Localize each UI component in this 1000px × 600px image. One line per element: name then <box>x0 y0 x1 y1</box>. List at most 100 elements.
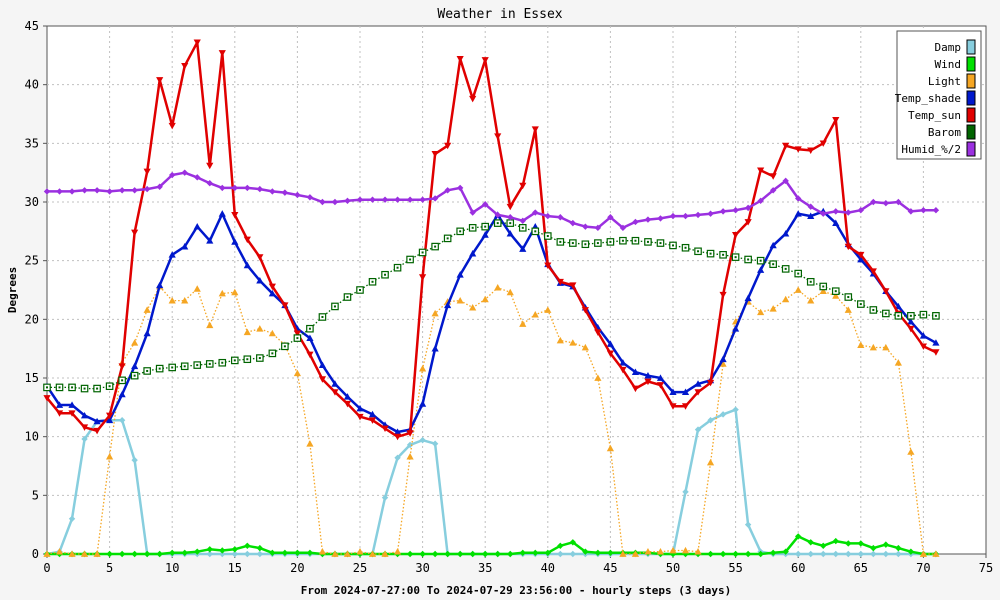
damp-point <box>795 550 802 558</box>
light-point <box>331 550 339 557</box>
temp-sun-point <box>231 212 239 219</box>
temp-shade-point <box>206 237 214 244</box>
light-point <box>869 343 877 351</box>
humid-2-point <box>895 198 902 206</box>
barom-point-dot <box>409 258 412 261</box>
barom-point-dot <box>233 359 236 362</box>
temp-sun-point <box>368 417 377 424</box>
wind-point <box>757 550 764 558</box>
y-tick-label: 10 <box>25 430 39 444</box>
light-point <box>143 306 151 313</box>
temp-shade-point <box>894 302 902 310</box>
barom-point-dot <box>521 226 524 229</box>
y-tick-label: 45 <box>25 19 39 33</box>
y-tick-label: 40 <box>25 78 39 92</box>
temp-sun-point <box>832 116 840 124</box>
temp-sun-point <box>156 77 164 84</box>
humid-2-point <box>657 215 664 222</box>
temp-sun-point <box>293 330 301 338</box>
temp-sun-point <box>469 95 477 103</box>
barom-point-dot <box>747 258 750 261</box>
series-lines <box>43 39 940 558</box>
temp-shade-point <box>757 266 765 273</box>
temp-sun-point <box>68 410 76 417</box>
legend-label-damp: Damp <box>935 41 962 54</box>
temp-sun-point <box>719 291 727 299</box>
humid-2-point <box>131 187 138 194</box>
barom-point-dot <box>596 242 599 245</box>
temp-shade-point <box>481 231 489 238</box>
barom-point-dot <box>158 367 161 370</box>
legend-swatch-light <box>966 73 976 89</box>
barom-point-dot <box>484 225 487 228</box>
damp-point <box>682 488 689 496</box>
light-point <box>932 550 940 557</box>
temp-shade-point <box>606 340 614 347</box>
damp-point <box>231 550 238 558</box>
temp-sun-point <box>556 278 564 286</box>
humid-2-point <box>68 188 76 195</box>
humid-2-point <box>456 184 464 192</box>
damp-point <box>832 550 839 558</box>
damp-point <box>744 521 752 528</box>
temp-sun-point <box>631 385 640 393</box>
barom-point-dot <box>909 314 912 317</box>
wind-point <box>306 549 314 557</box>
series-humid-2 <box>43 169 940 232</box>
light-point <box>894 359 902 366</box>
legend-label-humid-2: Humid_%/2 <box>901 143 961 156</box>
temp-shade-point <box>419 400 427 407</box>
x-tick-label: 65 <box>854 561 868 575</box>
humid-2-point <box>306 194 314 201</box>
wind-point <box>607 549 614 557</box>
humid-2-point <box>331 198 339 206</box>
temp-shade-point <box>694 380 702 387</box>
temp-shade-point <box>932 339 940 346</box>
barom-point-dot <box>333 305 336 308</box>
humid-2-point <box>544 212 551 220</box>
legend-swatch-temp-shade <box>966 90 976 106</box>
temp-shade-point <box>857 255 865 263</box>
barom-point-dot <box>496 222 499 225</box>
barom-point-dot <box>722 253 725 256</box>
series-temp-sun <box>43 39 940 441</box>
x-tick-label: 55 <box>728 561 742 575</box>
wind-point <box>845 540 852 547</box>
light-point <box>393 548 402 555</box>
barom-point-dot <box>283 345 286 348</box>
barom-point-dot <box>697 250 700 253</box>
temp-sun-point <box>343 400 352 408</box>
humid-2-point <box>344 197 351 205</box>
humid-2-point <box>569 219 577 227</box>
temp-sun-point <box>318 376 327 383</box>
temp-sun-point <box>55 410 64 417</box>
damp-point <box>81 435 88 443</box>
wind-point <box>406 550 414 558</box>
barom-point-dot <box>672 244 674 247</box>
wind-point <box>281 549 289 557</box>
light-point <box>569 339 577 346</box>
light-point <box>882 343 890 351</box>
barom-point-dot <box>384 273 387 276</box>
light-point <box>782 295 790 303</box>
humid-2-point <box>644 216 652 223</box>
wind-point <box>857 540 864 547</box>
barom-point-dot <box>246 358 249 361</box>
wind-point <box>895 544 902 552</box>
temp-shade-point <box>469 250 477 257</box>
temp-shade-point <box>744 294 752 302</box>
temp-shade-point <box>631 368 640 376</box>
light-point <box>556 336 564 344</box>
damp-point <box>206 550 213 558</box>
damp-point <box>131 456 138 464</box>
humid-2-point <box>431 195 439 202</box>
temp-shade-point <box>619 359 627 366</box>
y-tick-label: 15 <box>25 371 39 385</box>
wind-point <box>907 548 915 555</box>
light-point <box>631 550 640 557</box>
light-point <box>80 550 89 557</box>
light-point <box>419 365 427 372</box>
temp-shade-point <box>106 416 114 424</box>
wind-point <box>456 550 464 558</box>
barom-point-dot <box>121 379 124 382</box>
